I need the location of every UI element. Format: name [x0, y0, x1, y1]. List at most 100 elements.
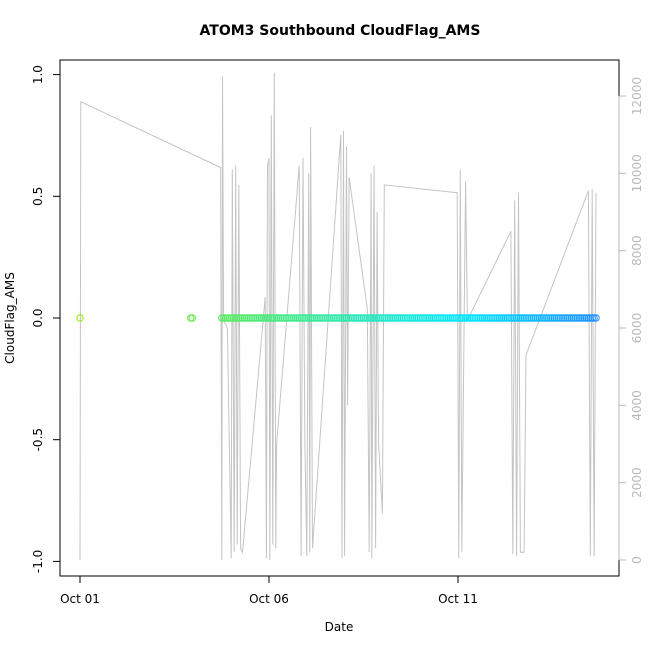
data-point: [509, 314, 517, 322]
data-point: [320, 314, 328, 322]
data-point: [446, 314, 455, 322]
data-point: [388, 314, 396, 322]
data-point: [429, 314, 438, 322]
x-axis: Oct 01 Oct 06 Oct 11: [60, 575, 478, 606]
data-point: [588, 314, 596, 322]
y-tick-label: -1.0: [31, 550, 45, 573]
data-point: [539, 314, 547, 322]
data-point: [342, 314, 351, 322]
data-point: [188, 314, 197, 322]
data-point: [535, 314, 543, 322]
y-tick-label: -0.5: [31, 428, 45, 451]
data-point: [306, 314, 315, 322]
data-point: [378, 314, 387, 322]
data-point: [420, 314, 428, 322]
data-point: [556, 314, 564, 322]
data-point: [410, 314, 419, 322]
data-point: [305, 314, 313, 322]
data-point: [322, 314, 330, 322]
data-point: [274, 314, 283, 322]
data-point: [395, 314, 404, 322]
data-point: [363, 314, 371, 322]
data-point: [373, 314, 381, 322]
data-point: [494, 314, 502, 322]
data-point: [327, 314, 336, 322]
data-point: [586, 314, 594, 322]
data-point: [359, 314, 368, 322]
data-point: [565, 314, 574, 322]
data-point: [250, 314, 258, 322]
data-point: [333, 314, 341, 322]
x-tick-label: Oct 01: [60, 592, 100, 606]
data-point: [318, 314, 326, 322]
data-point: [223, 314, 232, 322]
data-point: [412, 314, 421, 322]
data-point: [339, 314, 347, 322]
y-axis: -1.0 -0.5 0.0 0.5 1.0: [31, 65, 61, 573]
data-point: [416, 314, 424, 322]
data-point: [577, 314, 585, 322]
data-point: [490, 314, 498, 322]
right-y-tick-label: 4000: [630, 390, 644, 421]
data-point: [492, 314, 500, 322]
data-point: [331, 314, 339, 322]
data-point: [563, 314, 572, 322]
data-point: [471, 314, 479, 322]
data-point: [433, 314, 441, 322]
data-point: [225, 314, 234, 322]
data-point: [278, 314, 286, 322]
data-point: [291, 314, 300, 322]
data-point: [276, 314, 284, 322]
data-point: [314, 314, 322, 322]
data-point: [242, 314, 251, 322]
data-point: [289, 314, 298, 322]
data-point: [390, 314, 398, 322]
data-point: [323, 314, 332, 322]
data-point: [271, 314, 279, 322]
data-point: [444, 314, 453, 322]
data-point: [286, 314, 294, 322]
data-point: [418, 314, 426, 322]
data-point: [401, 314, 409, 322]
data-point: [246, 314, 254, 322]
y-tick-label: 0.5: [31, 187, 45, 206]
data-point: [524, 314, 532, 322]
x-tick-label: Oct 11: [438, 592, 478, 606]
data-point: [261, 314, 269, 322]
x-tick-label: Oct 06: [249, 592, 289, 606]
right-y-tick-label: 6000: [630, 313, 644, 344]
data-point: [340, 314, 349, 322]
series-line: [79, 72, 597, 561]
right-axis-line-series: [79, 72, 597, 561]
data-point: [584, 314, 593, 322]
right-y-tick-label: 10000: [630, 154, 644, 192]
data-point: [571, 314, 579, 322]
data-point: [516, 314, 525, 322]
data-point: [371, 314, 379, 322]
data-point: [346, 314, 354, 322]
data-point: [297, 314, 305, 322]
data-point: [325, 314, 334, 322]
data-point: [562, 314, 570, 322]
data-point: [393, 314, 402, 322]
data-point: [582, 314, 591, 322]
data-point: [511, 314, 519, 322]
data-point: [520, 314, 528, 322]
data-point: [335, 314, 343, 322]
data-point: [495, 314, 504, 322]
data-point: [548, 314, 557, 322]
data-point: [526, 314, 534, 322]
data-point: [227, 314, 235, 322]
data-point: [282, 314, 290, 322]
data-point: [244, 314, 252, 322]
data-point: [425, 314, 434, 322]
data-point: [284, 314, 292, 322]
y-axis-label: CloudFlag_AMS: [3, 272, 17, 364]
data-point: [579, 314, 587, 322]
data-point: [543, 314, 551, 322]
data-point: [233, 314, 241, 322]
data-point: [448, 314, 456, 322]
data-point: [592, 314, 600, 322]
data-point: [414, 314, 422, 322]
